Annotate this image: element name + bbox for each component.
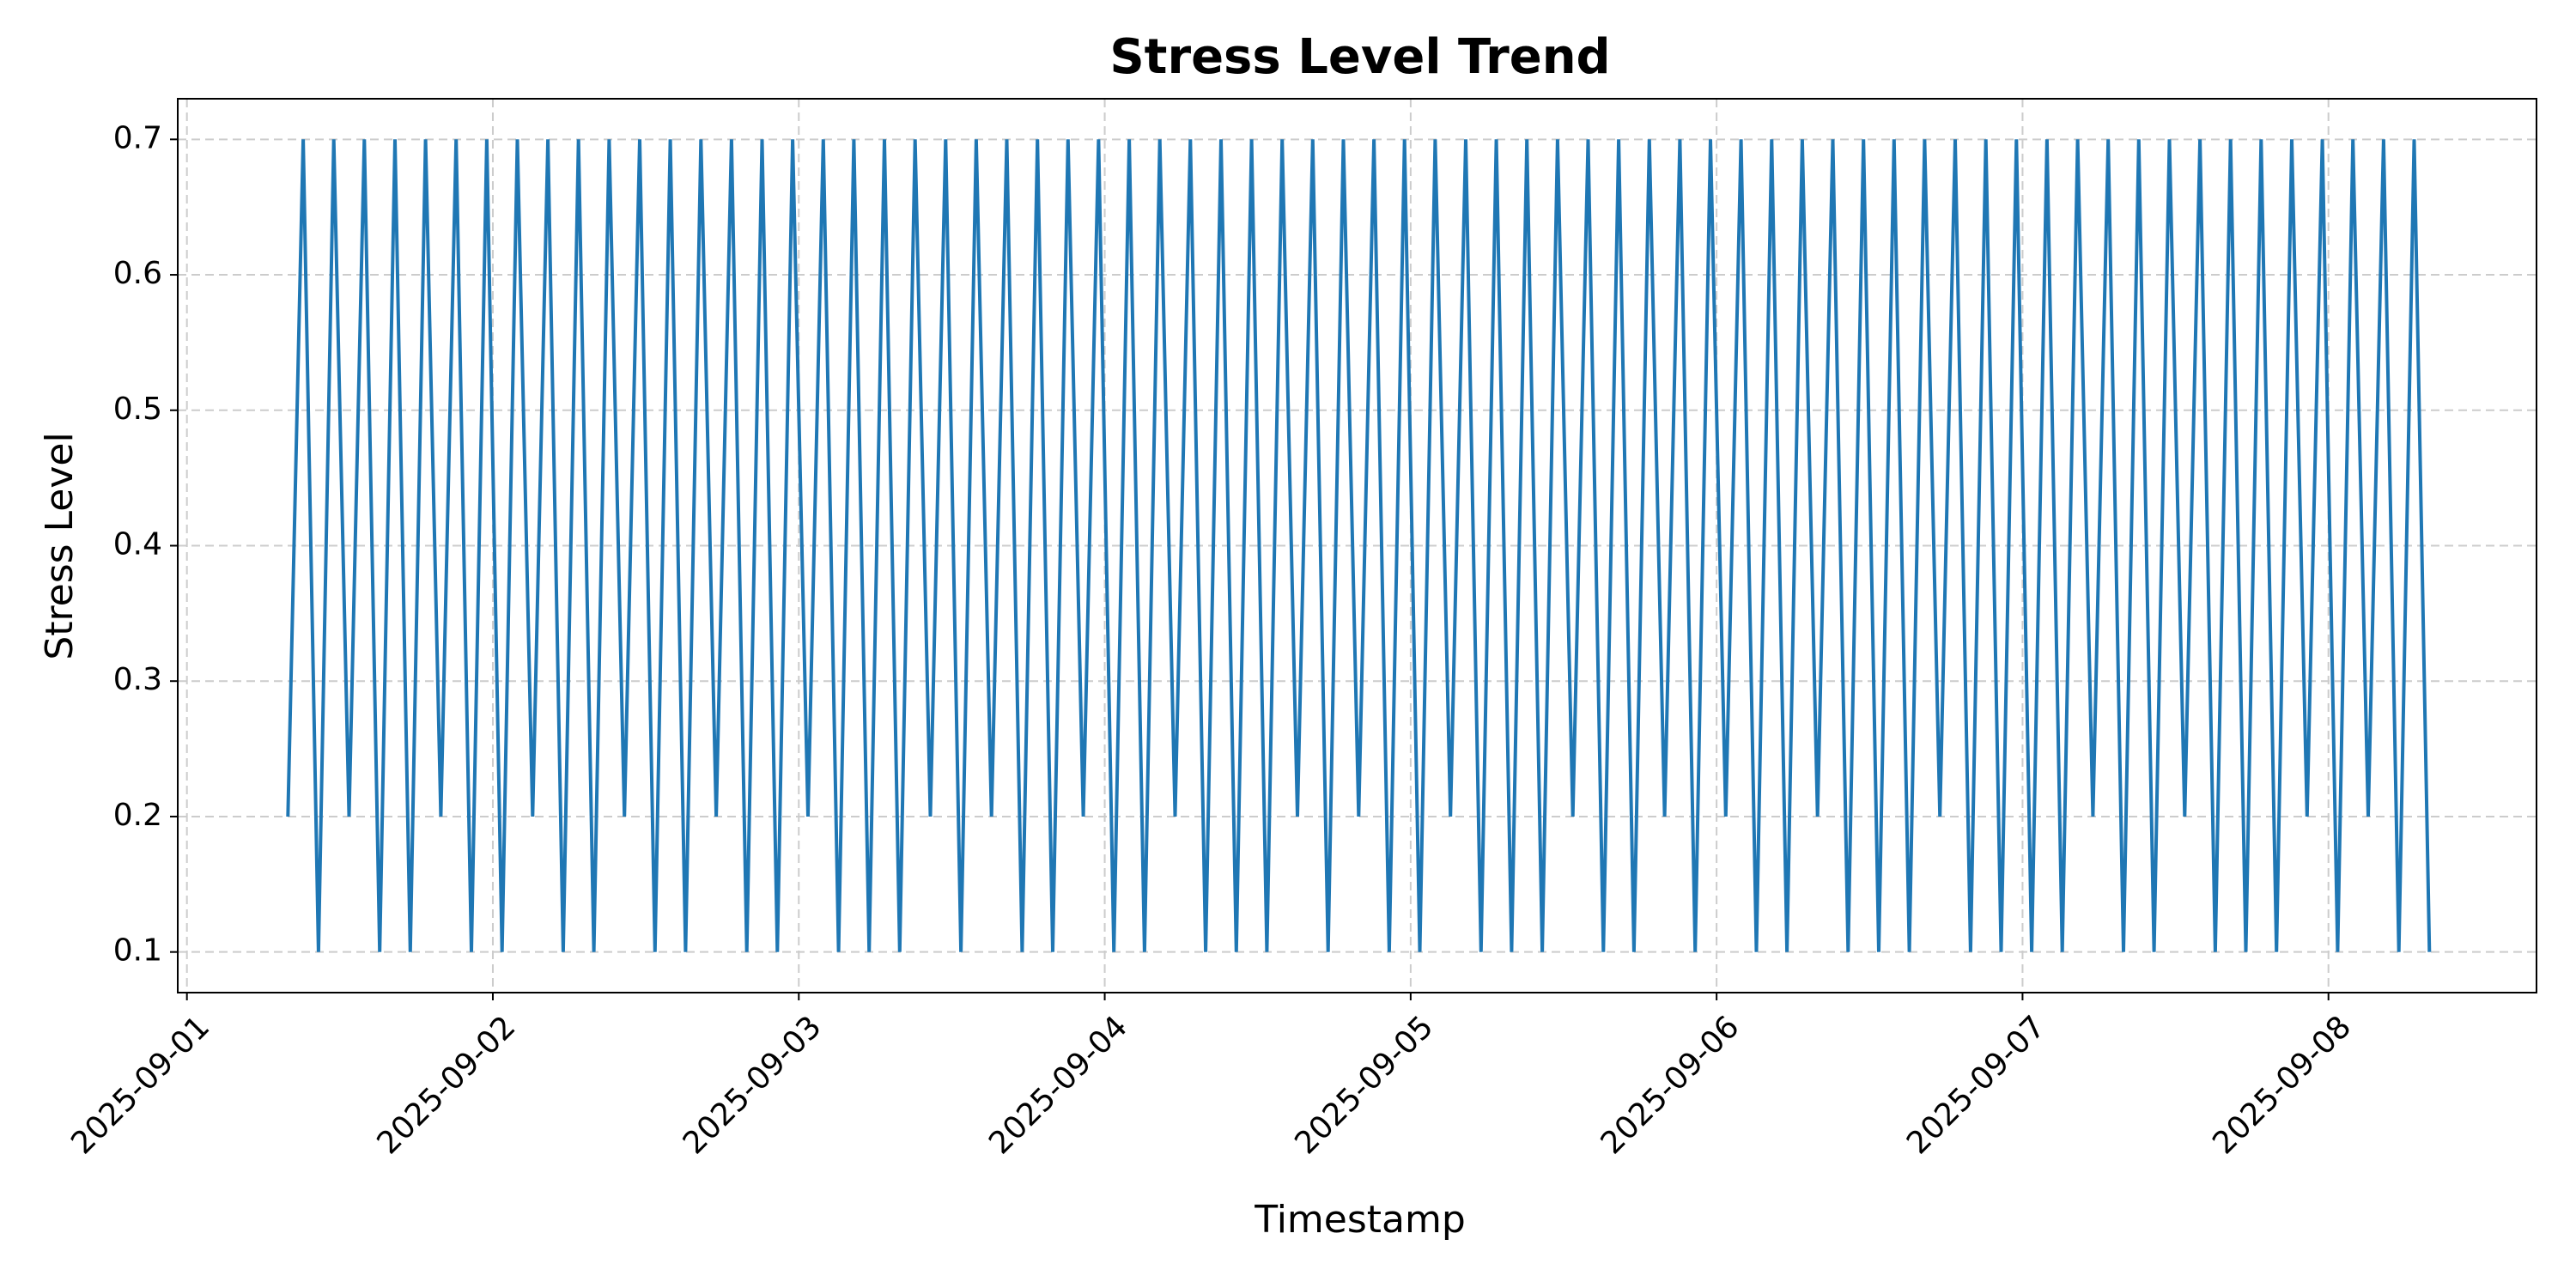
y-axis-label: Stress Level bbox=[38, 432, 82, 659]
y-tick-label: 0.6 bbox=[113, 256, 162, 291]
x-tick-label: 2025-09-04 bbox=[982, 1009, 1134, 1161]
x-tick-label: 2025-09-07 bbox=[1900, 1009, 2052, 1161]
plot-frame bbox=[177, 98, 2537, 993]
x-axis-label: Timestamp bbox=[1254, 1198, 1466, 1242]
x-tick-label: 2025-09-06 bbox=[1595, 1009, 1747, 1161]
x-tick-label: 2025-09-01 bbox=[64, 1009, 216, 1161]
x-tick-label: 2025-09-08 bbox=[2206, 1009, 2358, 1161]
y-tick-label: 0.1 bbox=[113, 933, 162, 969]
x-tick-label: 2025-09-02 bbox=[371, 1009, 523, 1161]
y-tick-label: 0.7 bbox=[113, 120, 162, 155]
x-tick-label: 2025-09-03 bbox=[677, 1009, 829, 1161]
y-tick-label: 0.5 bbox=[113, 392, 162, 427]
y-tick-label: 0.2 bbox=[113, 798, 162, 833]
x-tick-label: 2025-09-05 bbox=[1288, 1009, 1440, 1161]
y-tick-label: 0.3 bbox=[113, 662, 162, 697]
chart-title: Stress Level Trend bbox=[1109, 29, 1610, 85]
y-tick-label: 0.4 bbox=[113, 527, 162, 562]
data-line bbox=[286, 139, 2432, 952]
